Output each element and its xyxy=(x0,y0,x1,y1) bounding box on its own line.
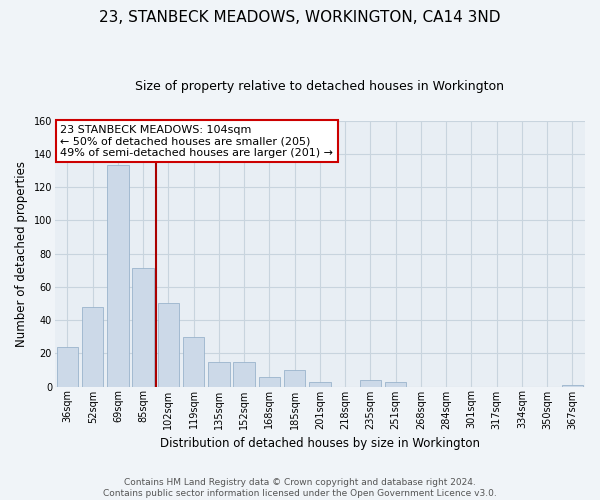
Bar xyxy=(183,336,205,386)
Text: Contains HM Land Registry data © Crown copyright and database right 2024.
Contai: Contains HM Land Registry data © Crown c… xyxy=(103,478,497,498)
Bar xyxy=(385,382,406,386)
Bar xyxy=(359,380,381,386)
Bar xyxy=(309,382,331,386)
Bar xyxy=(233,362,255,386)
Bar xyxy=(133,268,154,386)
Bar xyxy=(158,304,179,386)
Title: Size of property relative to detached houses in Workington: Size of property relative to detached ho… xyxy=(136,80,505,93)
X-axis label: Distribution of detached houses by size in Workington: Distribution of detached houses by size … xyxy=(160,437,480,450)
Bar xyxy=(259,376,280,386)
Bar xyxy=(57,346,78,387)
Bar xyxy=(284,370,305,386)
Text: 23, STANBECK MEADOWS, WORKINGTON, CA14 3ND: 23, STANBECK MEADOWS, WORKINGTON, CA14 3… xyxy=(99,10,501,25)
Bar xyxy=(107,166,128,386)
Y-axis label: Number of detached properties: Number of detached properties xyxy=(15,160,28,346)
Text: 23 STANBECK MEADOWS: 104sqm
← 50% of detached houses are smaller (205)
49% of se: 23 STANBECK MEADOWS: 104sqm ← 50% of det… xyxy=(60,124,333,158)
Bar xyxy=(82,306,103,386)
Bar xyxy=(562,385,583,386)
Bar xyxy=(208,362,230,386)
